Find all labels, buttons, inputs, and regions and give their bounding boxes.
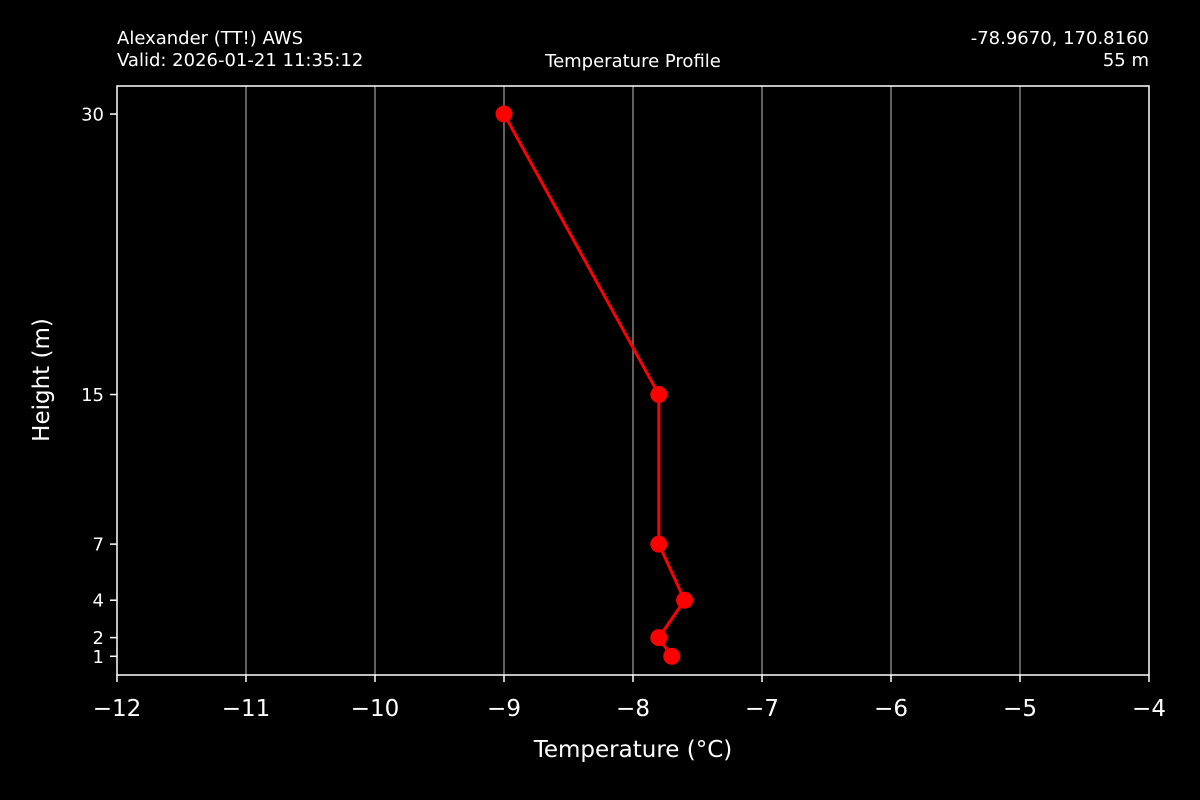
x-tick-label: −7 xyxy=(745,696,779,722)
x-tick-label: −5 xyxy=(1003,696,1037,722)
x-axis-label: Temperature (°C) xyxy=(533,737,733,763)
y-tick-label: 2 xyxy=(93,628,104,649)
location-header: -78.9670, 170.8160 55 m xyxy=(971,28,1149,72)
x-tick-label: −12 xyxy=(93,696,142,722)
x-tick-label: −8 xyxy=(616,696,650,722)
x-tick-label: −4 xyxy=(1132,696,1166,722)
y-axis-label: Height (m) xyxy=(29,318,55,442)
x-axis: −12 −11 −10 −9 −8 −7 −6 −5 −4 xyxy=(93,675,1166,722)
data-point xyxy=(650,535,668,553)
x-tick-label: −10 xyxy=(351,696,400,722)
x-tick-label: −6 xyxy=(874,696,908,722)
data-point xyxy=(495,105,513,123)
station-header: Alexander (TT!) AWS Valid: 2026-01-21 11… xyxy=(117,28,363,72)
data-point xyxy=(650,386,668,404)
y-axis: 12 4 7 15 30 xyxy=(81,105,117,668)
series-line xyxy=(502,113,687,658)
y-tick-label: 4 xyxy=(93,591,104,612)
valid-time: Valid: 2026-01-21 11:35:12 xyxy=(117,50,364,71)
series xyxy=(495,105,694,665)
y-tick-label: 15 xyxy=(81,385,104,406)
grid xyxy=(245,86,1021,675)
station-name: Alexander (TT!) AWS xyxy=(117,28,303,49)
x-tick-label: −11 xyxy=(222,696,271,722)
y-tick-label: 30 xyxy=(81,105,104,126)
data-point xyxy=(650,629,668,647)
data-point xyxy=(676,591,694,609)
station-elevation: 55 m xyxy=(1102,50,1149,71)
y-tick-label: 1 xyxy=(93,647,104,668)
chart-title: Temperature Profile xyxy=(545,51,721,72)
data-point xyxy=(663,647,681,665)
station-coordinates: -78.9670, 170.8160 xyxy=(970,28,1149,49)
x-tick-label: −9 xyxy=(487,696,521,722)
y-tick-label: 7 xyxy=(93,535,104,556)
